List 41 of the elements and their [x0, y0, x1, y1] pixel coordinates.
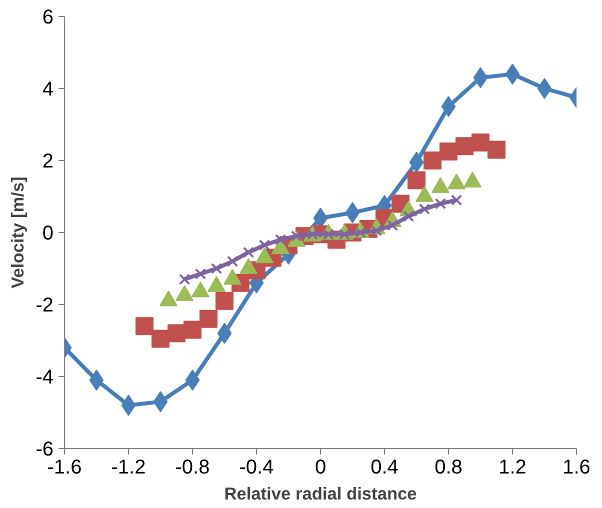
point — [184, 320, 202, 339]
point — [258, 240, 270, 251]
point — [226, 256, 238, 267]
x-tick-label: -0.8 — [175, 456, 210, 478]
point — [440, 142, 458, 160]
y-tick-label: -4 — [36, 366, 54, 388]
point — [178, 274, 190, 285]
point — [408, 171, 426, 190]
x-tick-label: 0 — [314, 456, 326, 478]
y-tick-label: 2 — [42, 150, 54, 172]
point — [424, 152, 442, 170]
x-tick-label: 0.4 — [370, 456, 398, 478]
point — [152, 330, 170, 348]
y-tick-label: -2 — [36, 294, 54, 316]
point — [456, 137, 474, 156]
point — [274, 234, 286, 246]
point — [537, 78, 552, 99]
point — [168, 324, 186, 342]
x-tick-label: -1.2 — [111, 456, 146, 478]
point — [210, 262, 222, 274]
y-axis-title: Velocity [m/s] — [8, 176, 28, 288]
y-tick-label: 0 — [42, 222, 54, 244]
point — [450, 194, 462, 206]
point — [216, 292, 234, 310]
point — [200, 310, 218, 328]
point — [441, 96, 456, 117]
point — [194, 268, 206, 280]
y-tick-label: 6 — [42, 6, 54, 28]
x-tick-label: 1.2 — [498, 456, 526, 478]
point — [242, 246, 254, 258]
x-axis-title: Relative radial distance — [224, 484, 418, 504]
x-tick-label: 1.6 — [562, 456, 590, 478]
point — [472, 134, 490, 152]
point — [136, 317, 154, 336]
point — [402, 210, 414, 222]
x-tick-label: 0.8 — [434, 456, 462, 478]
point — [488, 140, 506, 159]
y-tick-label: 4 — [42, 78, 54, 100]
point — [434, 198, 446, 210]
x-tick-label: -0.4 — [239, 456, 274, 478]
point — [418, 204, 430, 215]
